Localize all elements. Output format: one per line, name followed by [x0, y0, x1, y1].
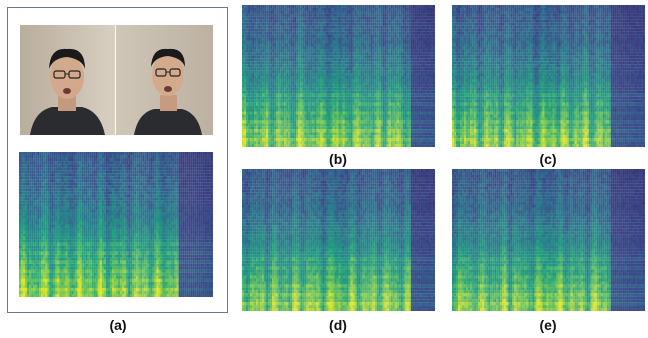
face-photo-left	[20, 25, 115, 135]
caption-a: (a)	[98, 317, 138, 333]
spectrogram-c	[452, 5, 645, 147]
caption-b: (b)	[318, 151, 358, 167]
spectrogram-b	[242, 5, 435, 147]
caption-c: (c)	[528, 151, 568, 167]
spectrogram-d	[242, 169, 435, 311]
spectrogram-a	[19, 152, 213, 297]
caption-e: (e)	[528, 317, 568, 333]
spectrogram-e	[452, 169, 645, 311]
face-photo-right	[116, 25, 213, 135]
caption-d: (d)	[318, 317, 358, 333]
